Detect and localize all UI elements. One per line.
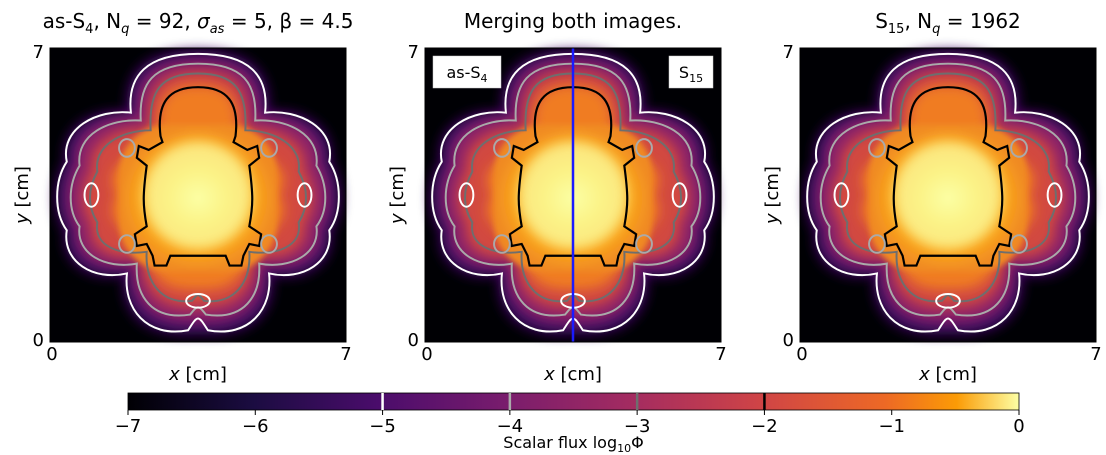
x-tick-label: 7 — [715, 344, 726, 365]
left-image-label: as-S4 — [432, 55, 502, 89]
axes-frame — [424, 47, 722, 343]
x-tick-label: 0 — [421, 344, 432, 365]
colorbar-gradient — [127, 392, 1020, 411]
heatmap-3 — [800, 48, 1096, 342]
right-label-box — [668, 55, 714, 89]
y-tick-label: 7 — [783, 42, 794, 63]
x-tick-label: 7 — [340, 344, 351, 365]
colorbar-tick-label: −7 — [115, 416, 142, 437]
colorbar-tick-label: −3 — [624, 416, 651, 437]
colorbar-tick-label: −1 — [878, 416, 905, 437]
panel-3: 0 7 0 7 x [cm] y [cm] S15, Nq = 1962 — [762, 9, 1102, 385]
panel-1: 0 7 0 7 x [cm] y [cm] as-S4, Nq = 92, σas = 5,… — [12, 9, 353, 385]
axes-frame — [799, 47, 1097, 343]
panel-2: as-S4 S15 0 7 0 7 x [cm] y [cm] Merging both ima… — [387, 9, 727, 385]
colorbar-tick-label: −5 — [369, 416, 396, 437]
y-tick-label: 7 — [33, 42, 44, 63]
panel-title: Merging both images. — [464, 9, 682, 33]
colorbar-tick-label: 0 — [1013, 416, 1024, 437]
tick-labels: 0 7 0 7 — [408, 42, 727, 365]
y-tick-label: 0 — [408, 330, 419, 351]
tick-labels: 0 7 0 7 — [33, 42, 352, 365]
y-tick-label: 0 — [783, 330, 794, 351]
x-axis-label: x [cm] — [918, 364, 977, 385]
heatmap-1 — [50, 48, 346, 342]
x-tick-label: 7 — [1090, 344, 1101, 365]
colorbar-tick-label: −6 — [242, 416, 269, 437]
y-axis-label: y [cm] — [762, 166, 783, 225]
colorbar-label: Scalar flux log10Φ — [503, 433, 643, 455]
x-tick-label: 0 — [796, 344, 807, 365]
right-label-text: S15 — [679, 63, 703, 85]
colorbar-tick-label: −2 — [751, 416, 778, 437]
tick-labels: 0 7 0 7 — [783, 42, 1102, 365]
y-axis-label: y [cm] — [387, 166, 408, 225]
x-axis-label: x [cm] — [168, 364, 227, 385]
x-axis-label: x [cm] — [543, 364, 602, 385]
y-axis-label: y [cm] — [12, 166, 33, 225]
y-tick-label: 7 — [408, 42, 419, 63]
x-tick-label: 0 — [46, 344, 57, 365]
colorbar-tick-label: −4 — [497, 416, 524, 437]
panel-title: as-S4, Nq = 92, σas = 5, β = 4.5 — [43, 9, 354, 37]
left-label-text: as-S4 — [446, 63, 487, 85]
right-image-label: S15 — [668, 55, 714, 89]
left-label-box — [432, 55, 502, 89]
y-tick-label: 0 — [33, 330, 44, 351]
axes-frame — [49, 47, 347, 343]
panel-title: S15, Nq = 1962 — [875, 9, 1021, 37]
